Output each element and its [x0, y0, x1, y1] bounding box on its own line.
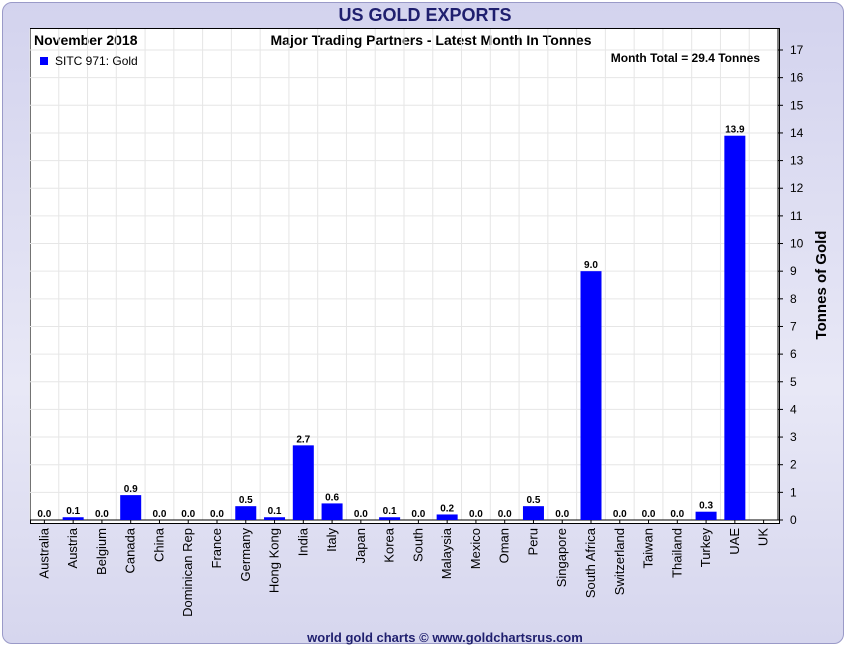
bar-value-label: 0.0 — [670, 509, 684, 520]
bar-value-label: 0.5 — [527, 495, 541, 506]
x-tick-label: Italy — [324, 528, 339, 552]
y-tick-label: 2 — [790, 458, 797, 472]
x-tick-label: Austria — [65, 527, 80, 568]
bar-value-label: 0.6 — [325, 492, 339, 503]
x-tick-label: Japan — [353, 528, 368, 563]
x-tick-label: Taiwan — [641, 528, 656, 568]
month-total: Month Total = 29.4 Tonnes — [611, 51, 761, 65]
x-tick-label: Oman — [497, 528, 512, 563]
bar-value-label: 0.1 — [383, 506, 397, 517]
bar — [264, 517, 286, 520]
y-axis-label: Tonnes of Gold — [813, 231, 830, 340]
bar — [235, 506, 257, 520]
bar-value-label: 0.0 — [555, 509, 569, 520]
y-tick-label: 12 — [790, 181, 804, 195]
y-tick-label: 0 — [790, 513, 797, 527]
bar-value-label: 0.0 — [411, 509, 425, 520]
x-tick-label: UK — [756, 528, 771, 546]
bar — [292, 445, 314, 520]
legend-swatch — [40, 57, 48, 65]
y-tick-label: 15 — [790, 98, 804, 112]
legend-label: SITC 971: Gold — [55, 54, 138, 68]
bar-value-label: 0.0 — [37, 509, 51, 520]
bar-value-label: 0.0 — [95, 509, 109, 520]
x-tick-label: Hong Kong — [267, 528, 282, 593]
y-tick-label: 10 — [790, 237, 804, 251]
y-tick-label: 17 — [790, 43, 804, 57]
y-tick-label: 7 — [790, 319, 797, 333]
x-tick-label: Germany — [238, 528, 253, 582]
bar-value-label: 0.0 — [642, 509, 656, 520]
x-tick-label: Turkey — [698, 528, 713, 568]
x-tick-label: Thailand — [669, 528, 684, 578]
x-tick-label: South Africa — [583, 527, 598, 598]
y-tick-label: 6 — [790, 347, 797, 361]
y-tick-label: 14 — [790, 126, 804, 140]
bar-value-label: 0.1 — [66, 506, 80, 517]
bar-value-label: 9.0 — [584, 260, 598, 271]
y-tick-label: 1 — [790, 485, 797, 499]
x-tick-label: Switzerland — [612, 528, 627, 595]
y-tick-label: 3 — [790, 430, 797, 444]
x-tick-label: UAE — [727, 528, 742, 555]
bar-value-label: 0.0 — [469, 509, 483, 520]
x-tick-label: Singapore — [554, 528, 569, 587]
chart-date: November 2018 — [34, 32, 138, 48]
bar-value-label: 0.5 — [239, 495, 253, 506]
bar-value-label: 0.2 — [440, 503, 454, 514]
bar-value-label: 2.7 — [296, 434, 310, 445]
bar-value-label: 0.0 — [153, 509, 167, 520]
bar — [695, 511, 717, 520]
bar — [321, 503, 343, 520]
bar — [522, 506, 544, 520]
bar-value-label: 0.0 — [181, 509, 195, 520]
bar — [580, 271, 602, 520]
chart-title: US GOLD EXPORTS — [338, 5, 512, 25]
y-tick-label: 4 — [790, 402, 797, 416]
bar-value-label: 0.0 — [354, 509, 368, 520]
x-tick-label: South — [410, 528, 425, 562]
chart-subtitle: Major Trading Partners - Latest Month In… — [271, 32, 592, 48]
footer-credit: world gold charts © www.goldchartsrus.co… — [307, 630, 583, 645]
x-tick-label: Peru — [525, 528, 540, 555]
bar — [62, 517, 84, 520]
bar-value-label: 0.0 — [613, 509, 627, 520]
bar — [724, 135, 746, 521]
x-tick-label: Belgium — [94, 528, 109, 575]
x-tick-label: France — [209, 528, 224, 568]
x-tick-label: Dominican Rep — [180, 528, 195, 617]
bar-value-label: 0.0 — [498, 509, 512, 520]
y-tick-label: 16 — [790, 71, 804, 85]
bar-value-label: 0.3 — [699, 501, 713, 512]
y-tick-label: 8 — [790, 292, 797, 306]
bar-value-label: 13.9 — [725, 125, 745, 136]
x-tick-label: Australia — [36, 527, 51, 578]
x-tick-label: Canada — [123, 527, 138, 573]
y-tick-label: 9 — [790, 264, 797, 278]
bar — [436, 514, 458, 520]
bar-value-label: 0.0 — [210, 509, 224, 520]
x-tick-label: India — [295, 527, 310, 556]
y-tick-label: 5 — [790, 375, 797, 389]
plot-area — [30, 28, 780, 524]
x-tick-label: China — [151, 527, 166, 562]
y-tick-label: 13 — [790, 154, 804, 168]
bar-value-label: 0.9 — [124, 484, 138, 495]
x-tick-label: Malaysia — [439, 527, 454, 579]
x-tick-label: Mexico — [468, 528, 483, 569]
y-tick-label: 11 — [790, 209, 803, 223]
bar-value-label: 0.1 — [268, 506, 282, 517]
bar — [379, 517, 401, 520]
x-tick-label: Korea — [382, 527, 397, 562]
bar — [120, 495, 142, 520]
